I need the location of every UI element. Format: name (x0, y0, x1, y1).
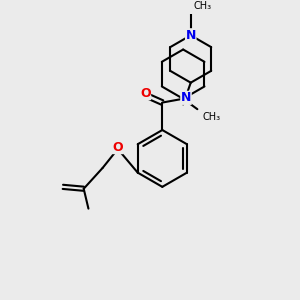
Text: CH₃: CH₃ (194, 1, 212, 11)
Text: N: N (181, 91, 191, 104)
Text: CH₃: CH₃ (202, 112, 220, 122)
Text: O: O (140, 87, 151, 100)
Text: O: O (112, 141, 123, 154)
Text: N: N (185, 29, 196, 42)
